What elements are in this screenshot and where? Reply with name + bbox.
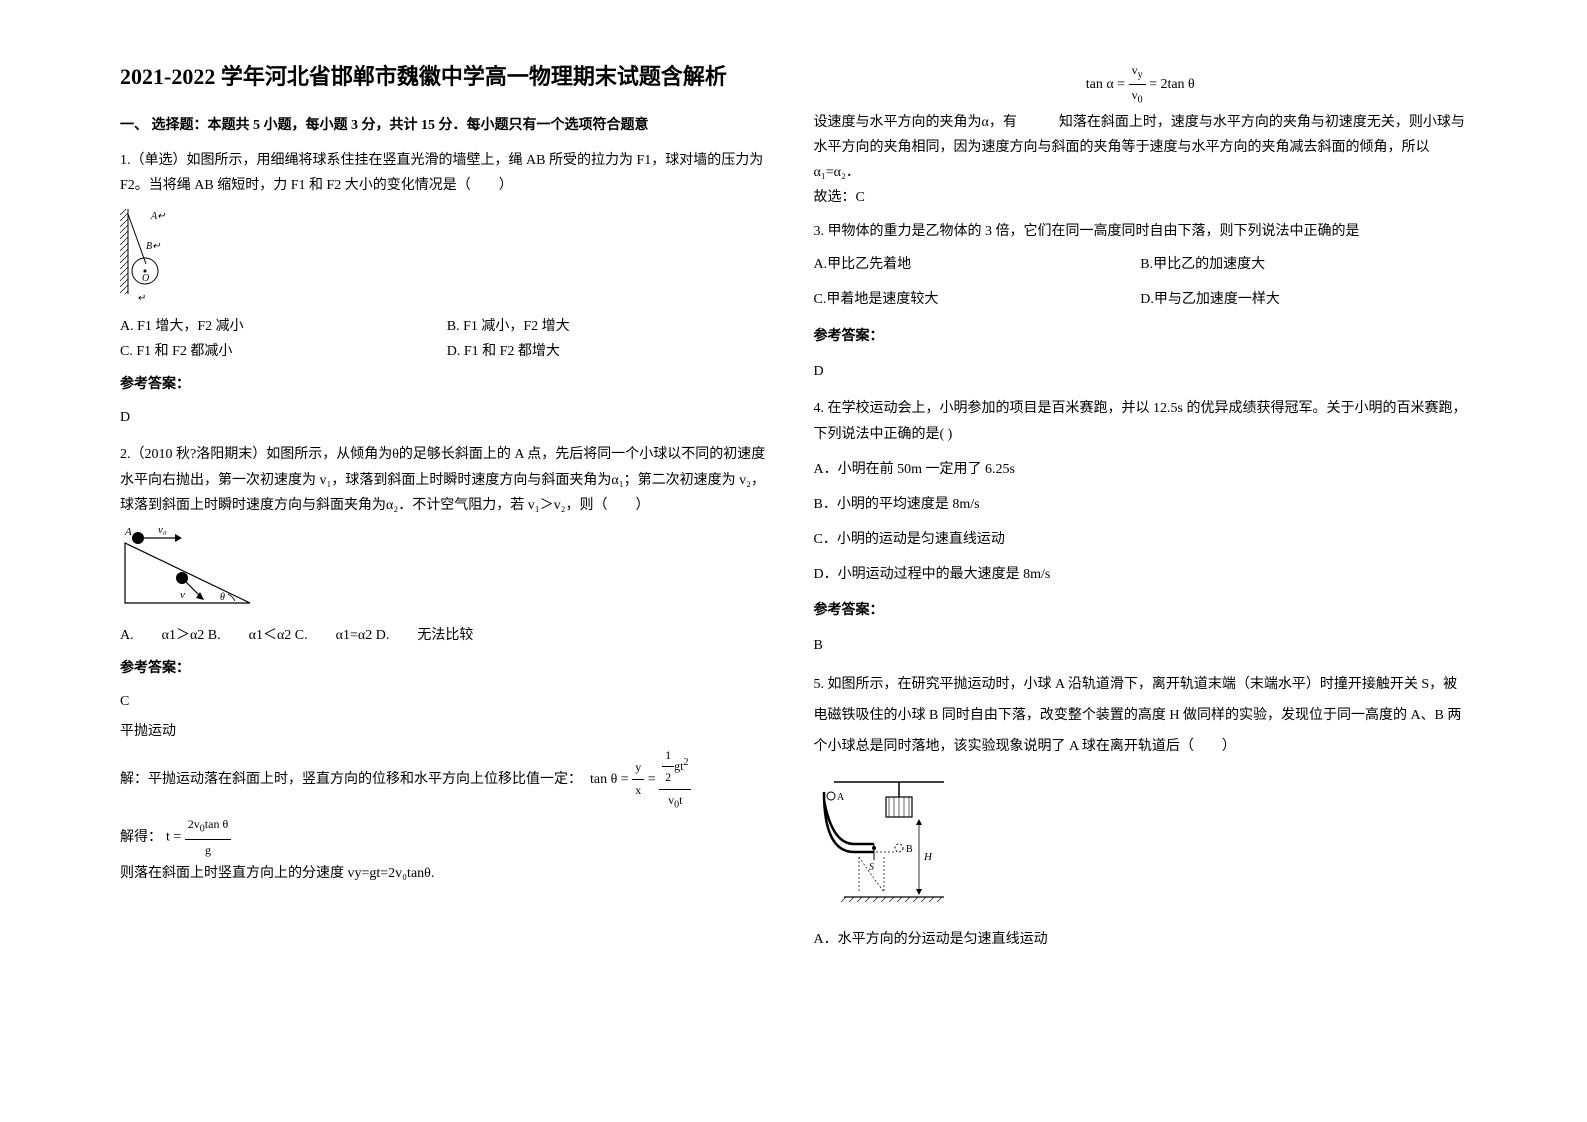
q1-answer: D bbox=[120, 405, 774, 430]
q1-diagram: A↵ B↵ O ↵ bbox=[120, 209, 774, 304]
q3-opt-c: C.甲着地是速度较大 bbox=[814, 287, 1141, 312]
q2-explain3: 解得： bbox=[120, 825, 162, 850]
svg-text:A↵: A↵ bbox=[150, 211, 166, 222]
q5-opt-a: A．水平方向的分运动是匀速直线运动 bbox=[814, 927, 1468, 952]
q4-opt-b: B．小明的平均速度是 8m/s bbox=[814, 492, 1468, 517]
svg-text:S: S bbox=[869, 862, 874, 873]
q2-formula2: t = 2v0tan θg bbox=[166, 814, 231, 861]
q2-formula1: tan θ = yx = 12gt2v0t bbox=[590, 745, 691, 815]
q4-text: 4. 在学校运动会上，小明参加的项目是百米赛跑，并以 12.5s 的优异成绩获得… bbox=[814, 396, 1468, 446]
section-title: 一、 选择题：本题共 5 小题，每小题 3 分，共计 15 分．每小题只有一个选… bbox=[120, 113, 774, 138]
q1-opt-b: B. F1 减小，F2 增大 bbox=[447, 314, 774, 339]
svg-text:A: A bbox=[837, 792, 845, 803]
q2-diagram: A v₀ v θ bbox=[120, 528, 774, 613]
question-4: 4. 在学校运动会上，小明参加的项目是百米赛跑，并以 12.5s 的优异成绩获得… bbox=[814, 396, 1468, 658]
question-1: 1.（单选）如图所示，用细绳将球系住挂在竖直光滑的墙壁上，绳 AB 所受的拉力为… bbox=[120, 148, 774, 430]
q4-opt-d: D．小明运动过程中的最大速度是 8m/s bbox=[814, 562, 1468, 587]
q5-text: 5. 如图所示，在研究平抛运动时，小球 A 沿轨道滑下，离开轨道末端（末端水平）… bbox=[814, 670, 1468, 762]
svg-text:θ: θ bbox=[220, 592, 225, 603]
q1-answer-label: 参考答案： bbox=[120, 372, 774, 397]
q1-opt-c: C. F1 和 F2 都减小 bbox=[120, 339, 447, 364]
q2-options: A. α1＞α2 B. α1＜α2 C. α1=α2 D. 无法比较 bbox=[120, 623, 774, 648]
col2-line3: 故选：C bbox=[814, 185, 1468, 210]
q4-opt-c: C．小明的运动是匀速直线运动 bbox=[814, 527, 1468, 552]
col2-formula: tan α = vyv0 = 2tan θ bbox=[814, 60, 1468, 110]
question-5: 5. 如图所示，在研究平抛运动时，小球 A 沿轨道滑下，离开轨道末端（末端水平）… bbox=[814, 670, 1468, 953]
q2-opt-d: D. 无法比较 bbox=[376, 628, 474, 643]
q2-opt-a: A. α1＞α2 bbox=[120, 628, 204, 643]
q3-text: 3. 甲物体的重力是乙物体的 3 倍，它们在同一高度同时自由下落，则下列说法中正… bbox=[814, 219, 1468, 244]
q5-diagram: A S B H bbox=[814, 772, 1468, 912]
question-3: 3. 甲物体的重力是乙物体的 3 倍，它们在同一高度同时自由下落，则下列说法中正… bbox=[814, 219, 1468, 385]
col2-line1: 设速度与水平方向的夹角为α，有 bbox=[814, 115, 1017, 130]
q2-opt-c: C. α1=α2 bbox=[295, 628, 372, 643]
svg-text:v: v bbox=[180, 589, 185, 601]
svg-text:O: O bbox=[142, 273, 149, 284]
q1-opt-a: A. F1 增大，F2 减小 bbox=[120, 314, 447, 339]
q3-answer-label: 参考答案： bbox=[814, 324, 1468, 349]
q2-opt-b: B. α1＜α2 bbox=[208, 628, 292, 643]
question-2: 2.（2010 秋?洛阳期末）如图所示，从倾角为θ的足够长斜面上的 A 点，先后… bbox=[120, 442, 774, 886]
svg-text:A: A bbox=[124, 528, 132, 538]
q3-opt-b: B.甲比乙的加速度大 bbox=[1140, 252, 1467, 277]
q1-text: 1.（单选）如图所示，用细绳将球系住挂在竖直光滑的墙壁上，绳 AB 所受的拉力为… bbox=[120, 148, 774, 198]
q3-opt-a: A.甲比乙先着地 bbox=[814, 252, 1141, 277]
q2-answer: C bbox=[120, 689, 774, 714]
q2-answer-label: 参考答案： bbox=[120, 656, 774, 681]
q3-answer: D bbox=[814, 359, 1468, 384]
q1-opt-d: D. F1 和 F2 都增大 bbox=[447, 339, 774, 364]
q4-answer: B bbox=[814, 633, 1468, 658]
svg-text:B↵: B↵ bbox=[146, 241, 161, 252]
svg-text:↵: ↵ bbox=[138, 293, 146, 304]
svg-text:H: H bbox=[923, 851, 933, 863]
svg-text:v₀: v₀ bbox=[158, 528, 167, 536]
q2-explain1: 平抛运动 bbox=[120, 719, 774, 744]
q4-opt-a: A．小明在前 50m 一定用了 6.25s bbox=[814, 457, 1468, 482]
svg-text:B: B bbox=[906, 844, 913, 855]
q2-explain2: 解：平抛运动落在斜面上时，竖直方向的位移和水平方向上位移比值一定： bbox=[120, 767, 582, 792]
q2-explain4: 则落在斜面上时竖直方向上的分速度 vy=gt=2v₀tanθ. bbox=[120, 861, 774, 886]
page-title: 2021-2022 学年河北省邯郸市魏徽中学高一物理期末试题含解析 bbox=[120, 60, 774, 93]
q4-answer-label: 参考答案： bbox=[814, 598, 1468, 623]
q3-opt-d: D.甲与乙加速度一样大 bbox=[1140, 287, 1467, 312]
q2-text: 2.（2010 秋?洛阳期末）如图所示，从倾角为θ的足够长斜面上的 A 点，先后… bbox=[120, 442, 774, 518]
